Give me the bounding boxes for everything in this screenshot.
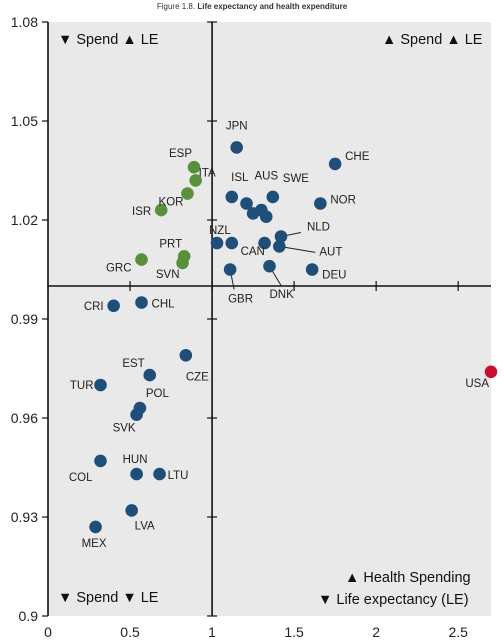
data-point-isr	[154, 203, 168, 217]
point-label-jpn: JPN	[226, 120, 248, 132]
point-label-tur: TUR	[70, 380, 94, 392]
y-tick-label: 1.02	[11, 212, 38, 228]
data-point-usa	[484, 365, 498, 379]
point-label-swe: SWE	[283, 173, 310, 185]
point-label-aut: AUT	[319, 246, 342, 258]
x-tick-label: 2.5	[448, 624, 468, 640]
y-tick-label: 1.08	[11, 14, 38, 30]
point-label-nzl: NZL	[209, 225, 231, 237]
point-label-prt: PRT	[159, 238, 182, 250]
point-label-aus: AUS	[255, 171, 279, 183]
figure-title-text: Life expectancy and health expenditure	[197, 2, 348, 11]
data-point-kor	[181, 187, 194, 200]
point-labels: JPN CHE ESP ITA KOR ISR ISL AUS SWE NOR NZL NLD CAN A…	[69, 120, 489, 550]
data-point-chl	[135, 296, 148, 309]
x-tick-label: 1	[208, 624, 216, 640]
point-label-isr: ISR	[132, 206, 151, 218]
data-point-tur	[94, 378, 107, 392]
quadrant-label-bottom-right-2: ▼ Life expectancy (LE)	[318, 592, 469, 608]
points-layer	[89, 141, 498, 534]
data-point	[259, 210, 273, 223]
quadrant-label-bottom-left: ▼ Spend ▼ LE	[58, 590, 159, 606]
data-point-svk	[130, 408, 143, 422]
data-point-aus	[240, 197, 253, 210]
data-point-svn	[176, 256, 189, 270]
data-point-nor	[314, 197, 327, 210]
tick-layer: 0.9 0.93 0.96 0.99 1.02 1.05 1.08 0 0.5 1 1.5 2 2.5	[11, 14, 468, 640]
data-point-ltu	[153, 467, 166, 481]
data-point-grc	[135, 253, 148, 266]
point-label-cri: CRI	[84, 301, 104, 313]
figure-title: Figure 1.8. Life expectancy and health e…	[0, 2, 504, 11]
point-label-usa: USA	[465, 378, 489, 390]
point-label-pol: POL	[146, 388, 170, 400]
plot-background	[48, 22, 491, 616]
point-label-nld: NLD	[307, 222, 330, 234]
point-label-svk: SVK	[113, 423, 136, 435]
point-label-esp: ESP	[169, 148, 192, 160]
data-point-ita	[189, 174, 202, 187]
data-point-deu	[305, 263, 319, 276]
x-tick-label: 1.5	[284, 624, 304, 640]
data-point-can	[258, 236, 271, 250]
x-tick-label: 0.5	[120, 624, 140, 640]
y-tick-label: 1.05	[11, 113, 38, 129]
data-point-swe	[266, 190, 280, 204]
data-point-est	[143, 368, 157, 382]
figure-number: Figure 1.8.	[156, 2, 196, 11]
point-label-ltu: LTU	[168, 470, 189, 482]
point-label-nor: NOR	[330, 195, 356, 207]
point-label-mex: MEX	[82, 538, 107, 550]
data-point-gbr	[223, 263, 237, 276]
point-label-deu: DEU	[322, 270, 346, 282]
quadrant-label-top-right: ▲ Spend ▲ LE	[382, 32, 483, 48]
quadrant-label-bottom-right-1: ▲ Health Spending	[345, 570, 471, 586]
y-tick-label: 0.96	[11, 410, 38, 426]
quadrant-label-top-left: ▼ Spend ▲ LE	[58, 32, 159, 48]
point-label-dnk: DNK	[270, 289, 295, 301]
data-point-jpn	[230, 141, 243, 154]
data-point-esp	[187, 160, 201, 174]
x-tick-label: 0	[44, 624, 52, 640]
point-label-grc: GRC	[106, 263, 132, 275]
point-label-che: CHE	[345, 151, 370, 163]
point-label-svn: SVN	[156, 269, 180, 281]
point-label-gbr: GBR	[228, 294, 253, 306]
y-tick-label: 0.93	[11, 509, 38, 525]
point-label-isl: ISL	[231, 172, 249, 184]
point-label-est: EST	[122, 358, 144, 370]
data-point	[225, 236, 239, 250]
data-point-mex	[89, 520, 102, 534]
y-tick-label: 0.99	[11, 311, 38, 327]
point-label-kor: KOR	[159, 197, 184, 209]
point-label-ita: ITA	[199, 167, 216, 179]
data-point-col	[94, 454, 107, 468]
data-point-che	[328, 157, 342, 171]
point-label-col: COL	[69, 472, 93, 484]
data-point-nzl	[210, 236, 224, 250]
point-label-hun: HUN	[123, 454, 148, 466]
data-point-cze	[179, 349, 193, 362]
x-tick-label: 2	[372, 624, 380, 640]
axes-layer	[47, 22, 491, 616]
data-point-nld	[274, 230, 288, 243]
data-point-isl	[225, 190, 239, 204]
data-point-hun	[130, 467, 143, 481]
point-label-cze: CZE	[186, 371, 209, 383]
data-point-aut	[273, 240, 286, 253]
data-point-dnk	[263, 259, 276, 273]
data-point-cri	[107, 299, 120, 313]
point-label-chl: CHL	[152, 299, 176, 311]
y-tick-label: 0.9	[19, 608, 39, 624]
point-label-can: CAN	[241, 246, 265, 258]
point-label-lva: LVA	[135, 520, 155, 532]
data-point-lva	[125, 504, 138, 517]
